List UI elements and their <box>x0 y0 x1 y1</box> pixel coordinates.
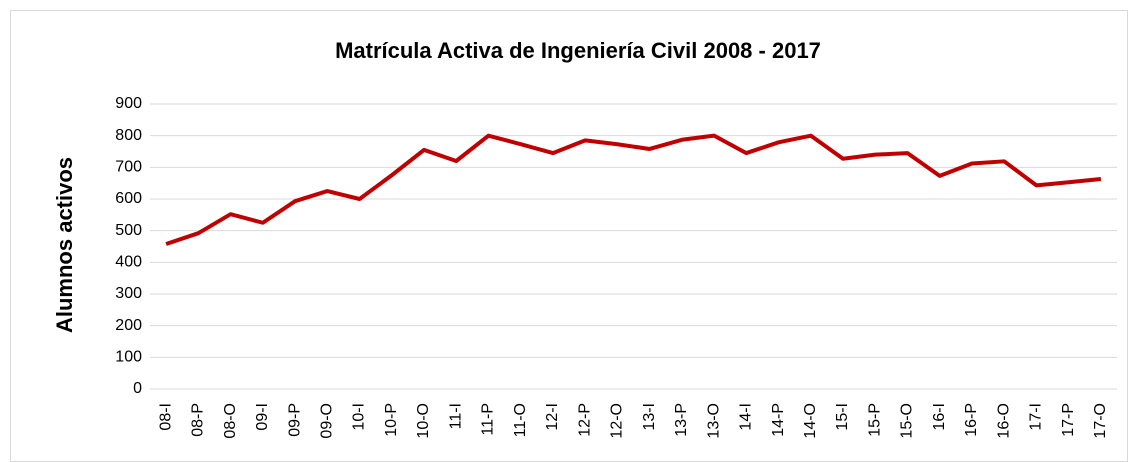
x-tick-label: 11-P <box>480 403 497 436</box>
x-tick-label: 15-I <box>834 403 851 431</box>
y-tick-label: 500 <box>115 222 142 239</box>
x-tick-label: 11-O <box>512 403 529 437</box>
x-tick-label: 09-P <box>286 403 303 437</box>
x-tick-label: 13-P <box>673 403 690 437</box>
x-tick-label: 17-I <box>1028 403 1045 431</box>
y-tick-label: 300 <box>115 285 142 302</box>
x-tick-label: 12-O <box>609 403 626 439</box>
x-tick-label: 13-I <box>641 403 658 431</box>
x-tick-label: 14-I <box>738 403 755 431</box>
x-tick-label: 16-P <box>963 403 980 437</box>
x-tick-label: 12-I <box>544 403 561 431</box>
x-tick-label: 10-O <box>415 403 432 439</box>
x-tick-label: 13-O <box>705 403 722 439</box>
x-tick-label: 12-P <box>576 403 593 437</box>
x-tick-label: 15-O <box>899 403 916 439</box>
y-tick-label: 700 <box>115 159 142 176</box>
x-tick-label: 10-I <box>351 403 368 431</box>
x-tick-label: 14-P <box>770 403 787 437</box>
chart-title: Matrícula Activa de Ingeniería Civil 200… <box>335 38 821 63</box>
x-tick-label: 15-P <box>866 403 883 437</box>
data-line <box>165 133 1102 246</box>
y-axis-label: Alumnos activos <box>52 157 77 333</box>
y-tick-label: 100 <box>115 349 142 366</box>
y-tick-label: 200 <box>115 317 142 334</box>
x-tick-label: 16-O <box>995 403 1012 439</box>
x-tick-label: 08-P <box>190 403 207 437</box>
x-tick-label: 17-O <box>1092 403 1109 439</box>
y-tick-label: 0 <box>133 380 142 397</box>
x-tick-label: 08-O <box>222 403 239 439</box>
x-tick-label: 09-I <box>254 403 271 431</box>
x-tick-label: 10-P <box>383 403 400 437</box>
y-tick-label: 400 <box>115 254 142 271</box>
x-tick-label: 14-O <box>802 403 819 439</box>
x-tick-label: 16-I <box>931 403 948 431</box>
y-tick-label: 800 <box>115 127 142 144</box>
chart-frame <box>10 10 1128 462</box>
y-tick-label: 600 <box>115 190 142 207</box>
x-tick-label: 09-O <box>319 403 336 439</box>
x-tick-label: 17-P <box>1060 403 1077 437</box>
x-tick-label: 11-I <box>447 403 464 429</box>
y-tick-label: 900 <box>115 95 142 112</box>
x-tick-label: 08-I <box>157 403 174 431</box>
